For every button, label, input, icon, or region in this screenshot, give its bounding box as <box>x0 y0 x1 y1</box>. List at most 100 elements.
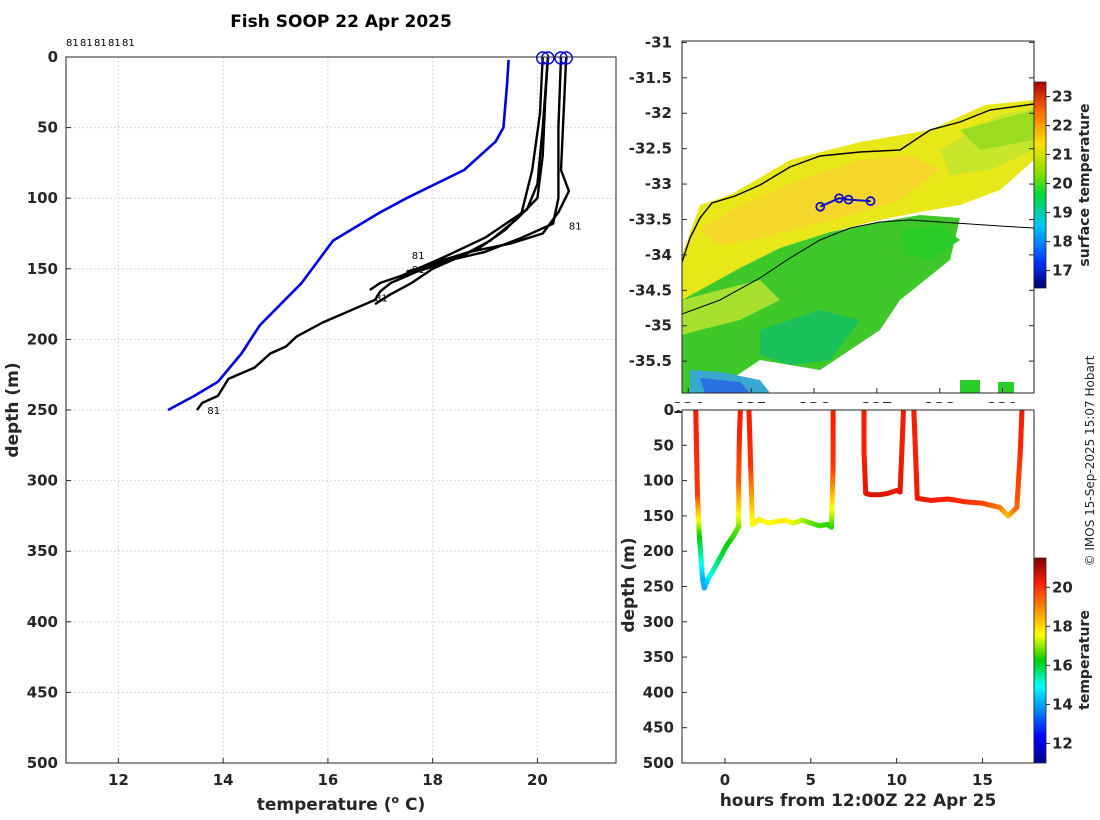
profile-y-tick-label: 300 <box>27 472 58 490</box>
map-green-core <box>760 310 860 365</box>
profile-y-tick-label: 450 <box>27 683 58 701</box>
surface-marker <box>559 51 573 65</box>
temperature-colorbar <box>1033 557 1047 764</box>
time-depth-y-tick-label: 300 <box>643 613 674 631</box>
map-lat-tick-label: -33.5 <box>629 210 672 228</box>
climatology-line <box>167 59 510 412</box>
map-green-patch-mid <box>900 225 960 260</box>
map-lat-tick-label: -35 <box>645 317 672 335</box>
map-lat-tick-label: -34 <box>645 246 672 264</box>
time-depth-y-tick-label: 150 <box>643 507 674 525</box>
temperature-colorbar-label: temperature <box>1077 610 1093 710</box>
profile-x-tick-label: 14 <box>213 771 234 789</box>
profile-y-tick-label: 400 <box>27 613 58 631</box>
map-lat-tick-label: -32 <box>645 104 672 122</box>
map-lat-tick-label: -34.5 <box>629 281 672 299</box>
profile-y-tick-label: 250 <box>27 401 58 419</box>
profile-line-3 <box>411 57 571 273</box>
map-lat-ticks: -31 -31.5 -32 -32.5 -33 -33.5 -34 -34.5 -35 -35.5 <box>629 33 1034 370</box>
map-label-overlap-cover <box>640 403 1050 410</box>
sst-map: -31 -31.5 -32 -32.5 -33 -33.5 -34 -34.5 -35 -35.5… <box>629 33 1093 417</box>
time-depth-y-tick-label: 400 <box>643 683 674 701</box>
surface-marker <box>535 51 550 65</box>
sst-colorbar-tick-label: 19 <box>1052 204 1073 222</box>
map-lat-tick-label: -31 <box>645 33 672 51</box>
time-depth-y-tick-label: 50 <box>653 436 674 454</box>
profile-end-label: 81 <box>569 221 582 232</box>
profile-x-axis-label: temperature (o C) <box>257 793 426 815</box>
profile-x-tick-label: 12 <box>108 771 129 789</box>
time-depth-point <box>900 410 906 415</box>
profile-top-label: 81 <box>122 38 135 49</box>
x-label-main: temperature ( <box>257 795 392 815</box>
time-depth-x-tick-label: 15 <box>972 771 993 789</box>
temperature-colorbar-tick-label: 18 <box>1052 617 1073 635</box>
profile-top-label: 81 <box>80 38 93 49</box>
map-lat-tick-label: -33 <box>645 175 672 193</box>
sst-colorbar-label: surface temperature <box>1077 103 1093 266</box>
map-track <box>815 193 876 212</box>
profile-x-ticks: 12 14 16 18 20 <box>108 758 548 789</box>
profile-line-2 <box>374 57 550 306</box>
time-depth-y-tick-label: 250 <box>643 578 674 596</box>
time-depth-y-tick-label: 100 <box>643 472 674 490</box>
profile-top-label: 81 <box>108 38 121 49</box>
time-depth-point <box>1019 410 1025 415</box>
time-depth-point <box>737 410 743 415</box>
profile-line-4 <box>406 57 563 273</box>
profile-y-tick-label: 200 <box>27 330 58 348</box>
time-depth-y-ticks: 0 50 100 150 200 250 300 350 400 450 500 <box>643 401 687 772</box>
profile-end-labels: 81 81 81 81 81 <box>207 221 581 417</box>
map-deep-blue-patch <box>700 378 750 393</box>
temperature-colorbar-tick-label: 14 <box>1052 695 1073 713</box>
time-depth-plot-area <box>682 410 1034 763</box>
sst-colorbar-tick-label: 17 <box>1052 262 1073 280</box>
time-depth-x-tick-label: 10 <box>886 771 907 789</box>
map-track-point <box>815 201 826 212</box>
profile-end-label: 81 <box>207 406 220 417</box>
map-green-offshore <box>682 215 960 393</box>
profile-top-labels: 81 81 81 81 81 <box>66 38 135 49</box>
profile-y-tick-label: 100 <box>27 189 58 207</box>
profile-y-ticks: 0 50 100 150 200 250 300 350 400 450 500 <box>27 48 71 772</box>
profile-x-tick-label: 18 <box>422 771 443 789</box>
profile-top-label: 81 <box>66 38 79 49</box>
x-label-superscript: o <box>392 793 400 806</box>
sst-colorbar-tick-label: 18 <box>1052 233 1073 251</box>
profile-x-tick-label: 20 <box>527 771 548 789</box>
map-hot-core <box>700 155 940 245</box>
map-track-point <box>834 193 845 204</box>
profile-y-tick-label: 350 <box>27 542 58 560</box>
map-track-point <box>843 194 854 205</box>
sst-colorbar-ticks: 23 22 21 20 19 18 17 <box>1046 88 1073 280</box>
time-depth-y-tick-label: 500 <box>643 754 674 772</box>
map-lime-strip <box>682 280 780 335</box>
time-depth-point <box>830 410 836 415</box>
temperature-colorbar-tick-label: 12 <box>1052 734 1073 752</box>
time-depth-y-tick-label: 450 <box>643 719 674 737</box>
temperature-colorbar-tick-label: 20 <box>1052 578 1073 596</box>
map-coastline <box>682 103 1034 263</box>
temperature-colorbar-ticks: 20 18 16 14 12 <box>1046 578 1073 752</box>
time-depth-y-tick-label: 200 <box>643 542 674 560</box>
map-track-point <box>865 196 876 206</box>
profile-top-label: 81 <box>94 38 107 49</box>
time-depth-x-tick-label: 0 <box>720 771 730 789</box>
profile-end-label: 81 <box>412 265 425 276</box>
profile-y-tick-label: 500 <box>27 754 58 772</box>
map-lat-tick-label: -35.5 <box>629 352 672 370</box>
sst-colorbar <box>1033 81 1047 289</box>
time-depth-x-ticks: 0 5 10 15 <box>720 758 993 789</box>
time-depth-y-tick-label: 0 <box>664 401 674 419</box>
x-label-end: C) <box>399 795 425 815</box>
profile-x-tick-label: 16 <box>317 771 338 789</box>
sst-colorbar-tick-label: 21 <box>1052 146 1073 164</box>
time-depth-x-tick-label: 5 <box>806 771 816 789</box>
time-depth-y-tick-label: 350 <box>643 648 674 666</box>
profile-line-1 <box>196 57 544 411</box>
sst-colorbar-tick-label: 23 <box>1052 88 1073 106</box>
map-lat-tick-label: -32.5 <box>629 140 672 158</box>
credit-text: © IMOS 15-Sep-2025 15:07 Hobart <box>1083 355 1097 566</box>
